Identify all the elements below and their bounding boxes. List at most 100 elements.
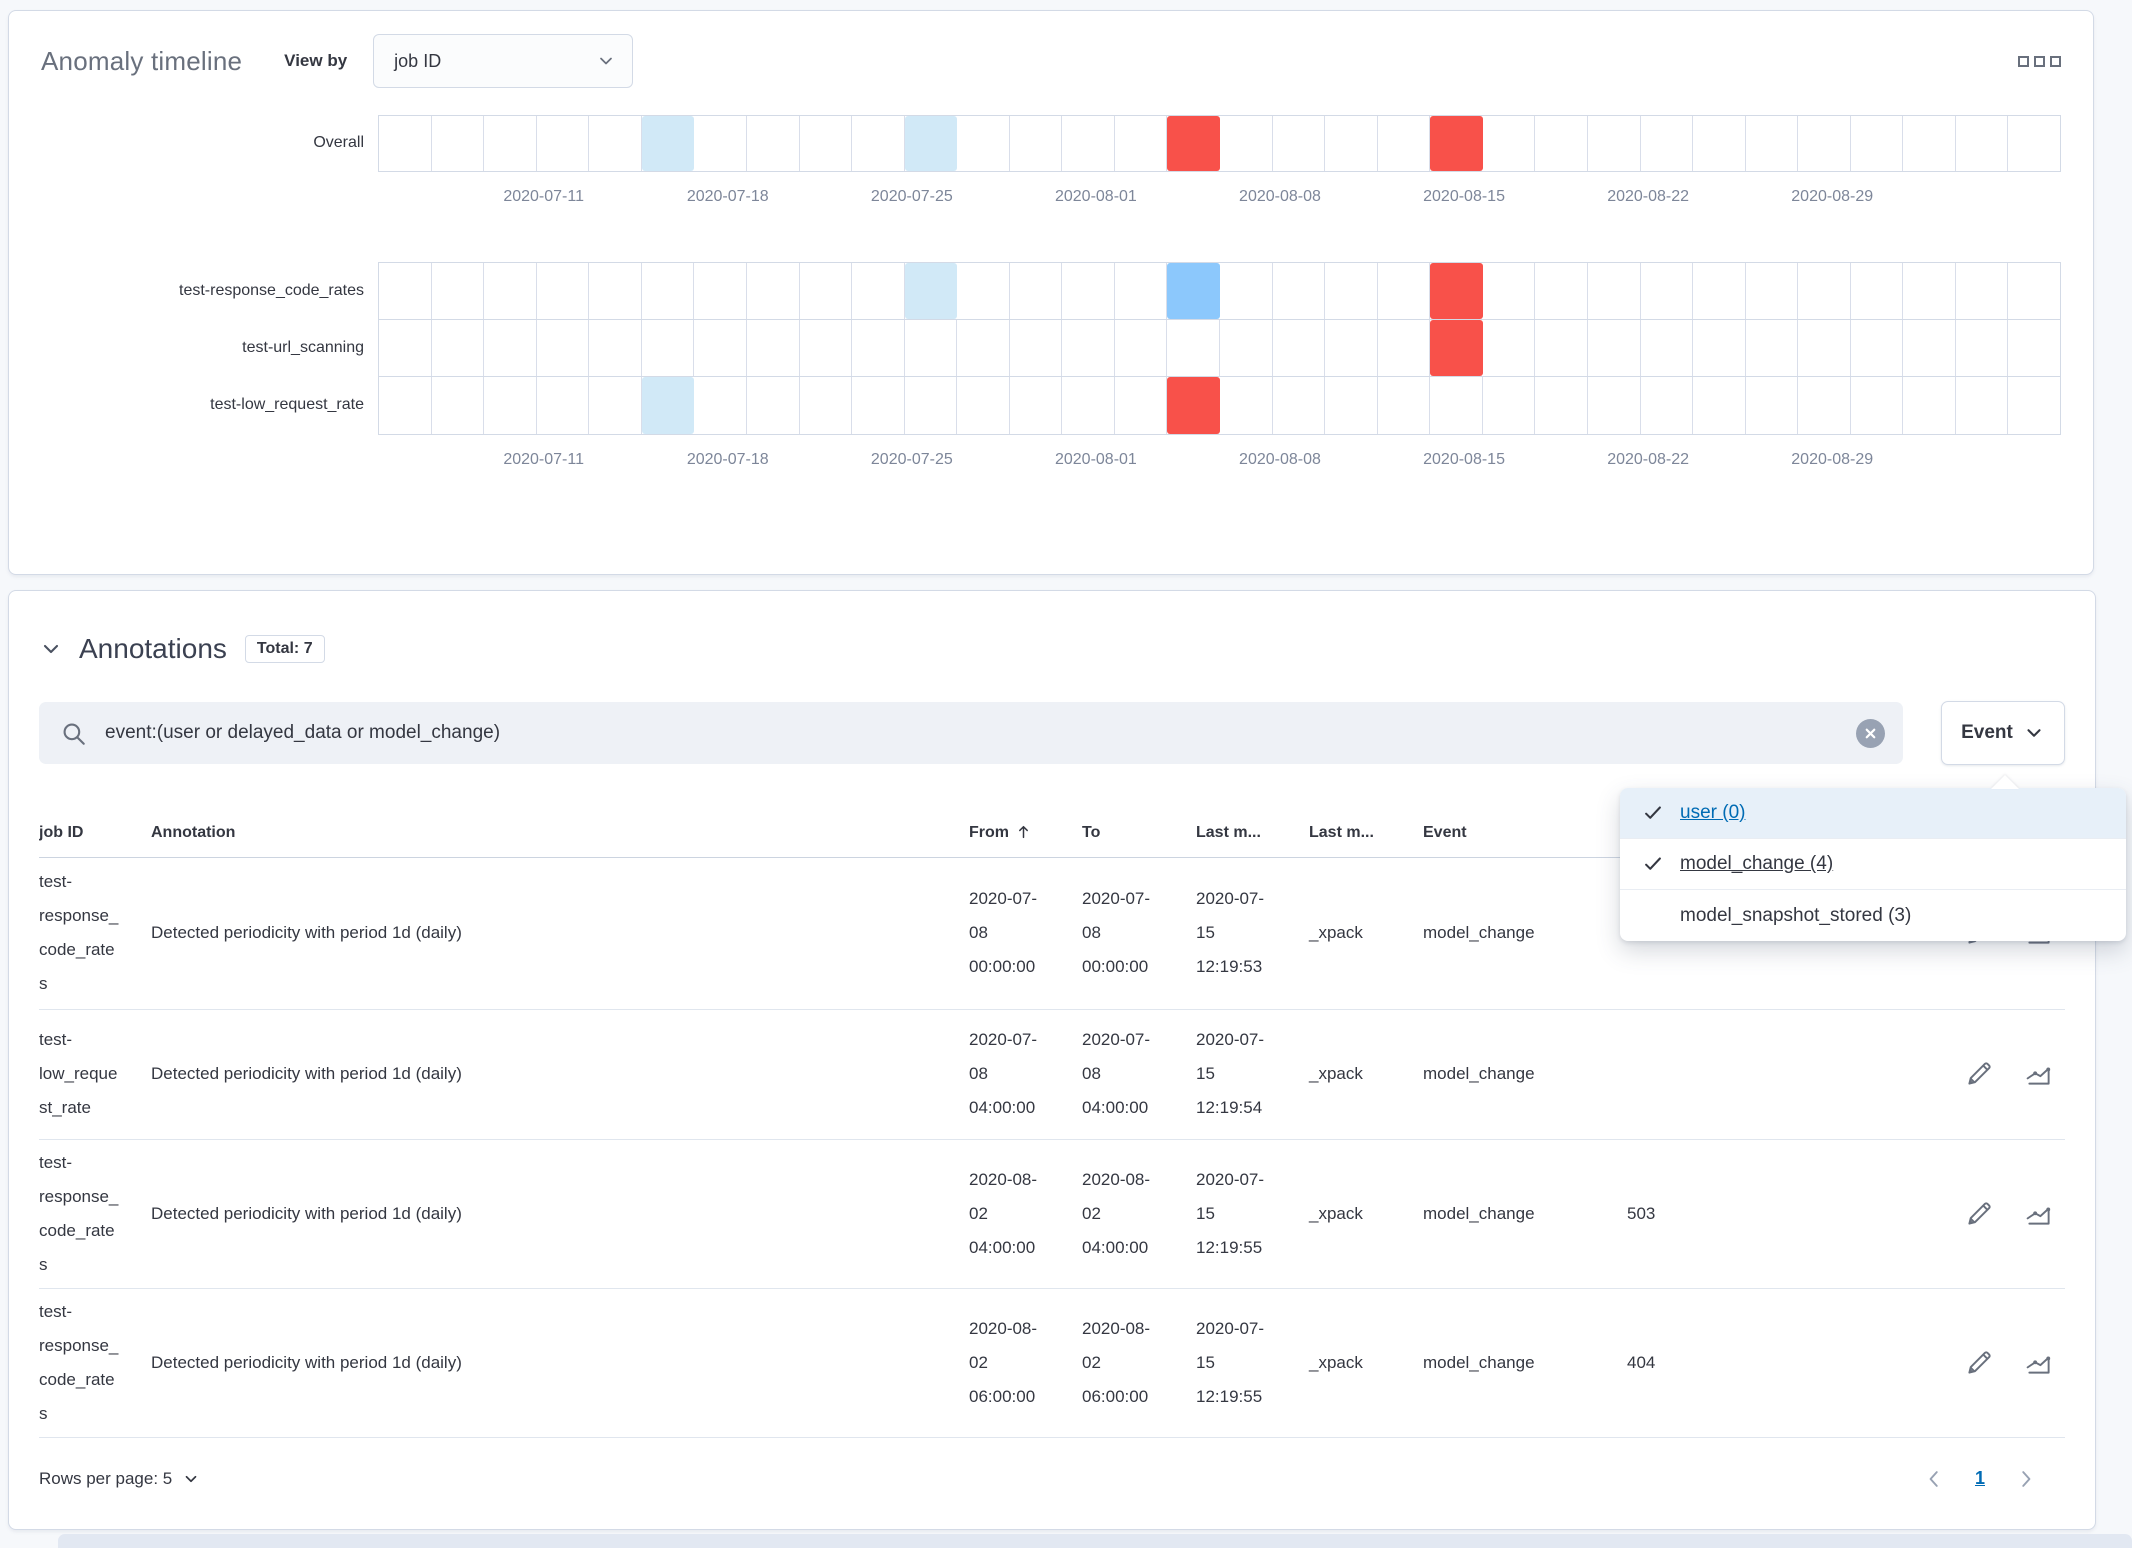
swimlane-cell[interactable] bbox=[1641, 116, 1694, 171]
swimlane-cell[interactable] bbox=[1903, 116, 1956, 171]
swimlane-cell[interactable] bbox=[1851, 320, 1904, 376]
swimlane-cell[interactable] bbox=[537, 320, 590, 376]
swimlane-cell[interactable] bbox=[1220, 320, 1273, 376]
page-number[interactable]: 1 bbox=[1974, 1468, 1985, 1488]
swimlane-cell[interactable] bbox=[957, 320, 1010, 376]
swimlane-cell[interactable] bbox=[747, 320, 800, 376]
swimlane-cell[interactable] bbox=[537, 116, 590, 171]
swimlane-cell[interactable] bbox=[2008, 320, 2060, 376]
edit-annotation-button[interactable] bbox=[1965, 1349, 1993, 1377]
swimlane-cell[interactable] bbox=[1430, 320, 1483, 376]
previous-page-button[interactable] bbox=[1919, 1464, 1949, 1494]
swimlane-cell[interactable] bbox=[1483, 377, 1536, 434]
swimlane-cell[interactable] bbox=[1798, 377, 1851, 434]
swimlane-cell[interactable] bbox=[1430, 116, 1483, 171]
swimlane-cell[interactable] bbox=[1483, 263, 1536, 319]
header-to[interactable]: To bbox=[1082, 785, 1196, 858]
swimlane-cell[interactable] bbox=[1798, 116, 1851, 171]
open-in-single-metric-viewer-button[interactable] bbox=[2025, 1200, 2053, 1228]
swimlane-cell[interactable] bbox=[1167, 320, 1220, 376]
swimlane-cell[interactable] bbox=[1746, 263, 1799, 319]
swimlane-cell[interactable] bbox=[1115, 377, 1168, 434]
swimlane-cell[interactable] bbox=[1535, 320, 1588, 376]
swimlane-cell[interactable] bbox=[1167, 263, 1220, 319]
swimlane-cell[interactable] bbox=[432, 377, 485, 434]
swimlane-cell[interactable] bbox=[1903, 320, 1956, 376]
swimlane-cell[interactable] bbox=[1378, 320, 1431, 376]
swimlane-cell[interactable] bbox=[1430, 263, 1483, 319]
swimlane-cell[interactable] bbox=[1325, 320, 1378, 376]
swimlane-cell[interactable] bbox=[1273, 320, 1326, 376]
swimlane-cell[interactable] bbox=[537, 377, 590, 434]
swimlane-cell[interactable] bbox=[1378, 263, 1431, 319]
swimlane-cell[interactable] bbox=[1115, 320, 1168, 376]
event-filter-option[interactable]: model_snapshot_stored (3) bbox=[1620, 890, 2126, 941]
swimlane-cell[interactable] bbox=[1956, 116, 2009, 171]
swimlane-cell[interactable] bbox=[852, 320, 905, 376]
swimlane-cell[interactable] bbox=[904, 116, 958, 171]
swimlane-cell[interactable] bbox=[1746, 116, 1799, 171]
swimlane-cell[interactable] bbox=[1746, 320, 1799, 376]
swimlane-cell[interactable] bbox=[432, 320, 485, 376]
swimlane-cell[interactable] bbox=[1325, 377, 1378, 434]
swimlane-cell[interactable] bbox=[1535, 116, 1588, 171]
swimlane-cell[interactable] bbox=[694, 263, 747, 319]
event-filter-option[interactable]: user (0) bbox=[1620, 788, 2126, 839]
edit-annotation-button[interactable] bbox=[1965, 1060, 1993, 1088]
swimlane-cell[interactable] bbox=[1483, 116, 1536, 171]
swimlane-cell[interactable] bbox=[1693, 320, 1746, 376]
swimlane-cell[interactable] bbox=[1378, 116, 1431, 171]
swimlane-cell[interactable] bbox=[1062, 263, 1115, 319]
annotations-search-input[interactable] bbox=[39, 702, 1903, 764]
swimlane-cell[interactable] bbox=[1588, 263, 1641, 319]
header-last-modified-date[interactable]: Last m... bbox=[1196, 785, 1309, 858]
swimlane-cell[interactable] bbox=[484, 320, 537, 376]
swimlane-cell[interactable] bbox=[1956, 263, 2009, 319]
swimlane-cell[interactable] bbox=[589, 320, 642, 376]
open-in-single-metric-viewer-button[interactable] bbox=[2025, 1349, 2053, 1377]
swimlane-cell[interactable] bbox=[1220, 116, 1273, 171]
event-filter-option[interactable]: model_change (4) bbox=[1620, 839, 2126, 890]
swimlane-cell[interactable] bbox=[1010, 377, 1063, 434]
swimlane-cell[interactable] bbox=[852, 263, 905, 319]
swimlane-cell[interactable] bbox=[800, 320, 853, 376]
swimlane-cell[interactable] bbox=[1903, 377, 1956, 434]
swimlane-cell[interactable] bbox=[484, 263, 537, 319]
swimlane-cell[interactable] bbox=[957, 377, 1010, 434]
swimlane-cell[interactable] bbox=[2008, 116, 2060, 171]
swimlane-cell[interactable] bbox=[484, 377, 537, 434]
swimlane-cell[interactable] bbox=[1062, 377, 1115, 434]
swimlane-cell[interactable] bbox=[1641, 377, 1694, 434]
swimlane-cell[interactable] bbox=[904, 263, 958, 319]
swimlane-cell[interactable] bbox=[1062, 320, 1115, 376]
swimlane-cell[interactable] bbox=[589, 377, 642, 434]
swimlane-cell[interactable] bbox=[800, 116, 853, 171]
swimlane-cell[interactable] bbox=[1062, 116, 1115, 171]
open-in-single-metric-viewer-button[interactable] bbox=[2025, 1060, 2053, 1088]
swimlane-cell[interactable] bbox=[1693, 263, 1746, 319]
swimlane-cell[interactable] bbox=[1746, 377, 1799, 434]
swimlane-cell[interactable] bbox=[1167, 377, 1220, 434]
swimlane-cell[interactable] bbox=[1851, 116, 1904, 171]
header-last-modified-by[interactable]: Last m... bbox=[1309, 785, 1423, 858]
header-annotation[interactable]: Annotation bbox=[151, 785, 969, 858]
event-filter-button[interactable]: Event bbox=[1941, 701, 2065, 765]
swimlane-cell[interactable] bbox=[432, 263, 485, 319]
swimlane-cell[interactable] bbox=[379, 377, 432, 434]
swimlane-cell[interactable] bbox=[1115, 263, 1168, 319]
header-from[interactable]: From bbox=[969, 785, 1082, 858]
swimlane-cell[interactable] bbox=[2008, 263, 2060, 319]
clear-search-button[interactable] bbox=[1856, 719, 1885, 748]
swimlane-cell[interactable] bbox=[1851, 377, 1904, 434]
swimlane-cell[interactable] bbox=[905, 377, 958, 434]
swimlane-cell[interactable] bbox=[905, 320, 958, 376]
swimlane-cell[interactable] bbox=[1010, 263, 1063, 319]
swimlane-cell[interactable] bbox=[1535, 263, 1588, 319]
swimlane-cell[interactable] bbox=[1588, 320, 1641, 376]
swimlane-cell[interactable] bbox=[1325, 263, 1378, 319]
swimlane-cell[interactable] bbox=[1220, 377, 1273, 434]
swimlane-cell[interactable] bbox=[800, 377, 853, 434]
swimlane-cell[interactable] bbox=[589, 116, 642, 171]
swimlane-cell[interactable] bbox=[747, 263, 800, 319]
swimlane-cell[interactable] bbox=[852, 116, 905, 171]
